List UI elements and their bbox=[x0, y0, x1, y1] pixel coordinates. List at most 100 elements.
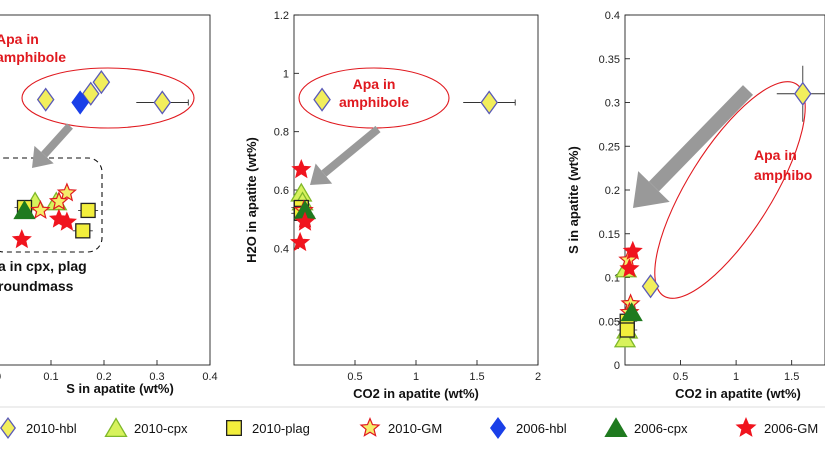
annotation-label: roundmass bbox=[0, 278, 74, 294]
series-2010-hbl bbox=[313, 87, 516, 115]
data-point bbox=[641, 274, 660, 299]
y-axis-label: H2O in apatite (wt%) bbox=[244, 137, 259, 263]
annotation-label: Apa in bbox=[353, 76, 396, 92]
data-point bbox=[480, 90, 499, 115]
series-2010-GM bbox=[30, 182, 78, 219]
data-point bbox=[793, 81, 812, 106]
data-point bbox=[613, 328, 637, 348]
x-tick-label: 1.5 bbox=[469, 371, 484, 383]
legend-marker bbox=[225, 419, 242, 436]
trend-arrow-head bbox=[32, 145, 54, 168]
legend-label: 2006-GM bbox=[764, 421, 818, 436]
legend-item-2010-hbl: 2010-hbl bbox=[0, 416, 77, 440]
y-tick-label: 0.35 bbox=[599, 54, 620, 66]
data-point bbox=[30, 199, 51, 219]
series-2006-GM bbox=[619, 240, 643, 278]
y-tick-label: 0.05 bbox=[599, 316, 620, 328]
data-point bbox=[291, 159, 312, 179]
plot-frame bbox=[293, 14, 539, 366]
series-2010-hbl bbox=[36, 69, 189, 115]
series-2006-GM bbox=[289, 159, 315, 252]
chart-panel-1: 0 0.1 0.2 0.3 0.4 S in apatite (wt%) Apa in amp… bbox=[0, 14, 218, 396]
data-point bbox=[11, 229, 32, 249]
legend-label: 2010-plag bbox=[252, 421, 310, 436]
y-tick-label: 0.2 bbox=[605, 185, 620, 197]
data-point bbox=[92, 69, 111, 95]
annotation-label: a in cpx, plag bbox=[0, 258, 87, 274]
series-2006-cpx bbox=[620, 302, 643, 322]
data-point bbox=[153, 90, 172, 115]
data-point bbox=[75, 223, 91, 239]
y-tick-label: 0 bbox=[614, 360, 620, 372]
legend-label: 2010-cpx bbox=[134, 421, 188, 436]
annotation-label: amphibo bbox=[754, 167, 812, 183]
x-tick-label: 0.2 bbox=[96, 371, 111, 383]
data-point bbox=[289, 231, 311, 252]
series-2006-hbl bbox=[71, 90, 89, 115]
legend-item-2010-cpx: 2010-cpx bbox=[104, 417, 188, 438]
y-tick-label: 0.6 bbox=[274, 185, 289, 197]
data-point bbox=[56, 211, 78, 231]
legend-item-2006-hbl: 2006-hbl bbox=[489, 416, 567, 440]
data-point bbox=[294, 211, 315, 231]
legend: 2010-hbl 2010-cpx 2010-plag 2010-GM 2006-hbl… bbox=[0, 406, 825, 440]
legend-label: 2006-hbl bbox=[516, 421, 567, 436]
data-point bbox=[48, 191, 69, 211]
data-point bbox=[619, 322, 635, 338]
trend-arrow-shaft bbox=[648, 85, 754, 192]
annotation-label: amphibole bbox=[0, 49, 66, 65]
trend-arrow-head bbox=[633, 171, 670, 208]
y-tick-label: 1.2 bbox=[274, 10, 289, 22]
data-point bbox=[620, 302, 643, 322]
x-tick-label: 1 bbox=[413, 371, 419, 383]
data-point bbox=[13, 200, 36, 220]
annotation-label: amphibole bbox=[339, 94, 409, 110]
amphibole-group-ellipse bbox=[654, 81, 806, 299]
trend-arrow-shaft bbox=[41, 123, 73, 158]
y-tick-label: 0.15 bbox=[599, 229, 620, 241]
legend-item-2006-GM: 2006-GM bbox=[735, 417, 818, 437]
x-axis-label: S in apatite (wt%) bbox=[66, 381, 174, 396]
chart-panels: 0 0.1 0.2 0.3 0.4 S in apatite (wt%) Apa in amp… bbox=[0, 10, 825, 401]
legend-marker bbox=[735, 417, 757, 437]
data-point bbox=[56, 182, 78, 202]
legend-item-2006-cpx: 2006-cpx bbox=[604, 417, 688, 438]
x-tick-label: 2 bbox=[535, 371, 541, 383]
annotation-label: Apa in bbox=[754, 147, 797, 163]
legend-marker bbox=[359, 417, 381, 437]
y-tick-label: 0.8 bbox=[274, 127, 289, 139]
x-tick-label: 0.3 bbox=[149, 371, 164, 383]
legend-label: 2010-GM bbox=[388, 421, 442, 436]
y-tick-label: 0.4 bbox=[274, 243, 289, 255]
legend-marker bbox=[489, 416, 507, 440]
x-tick-label: 0.5 bbox=[347, 371, 362, 383]
amphibole-group-ellipse bbox=[21, 67, 195, 129]
data-point bbox=[622, 240, 643, 260]
legend-marker bbox=[0, 416, 17, 440]
legend-item-2010-GM: 2010-GM bbox=[359, 417, 442, 437]
x-tick-label: 1 bbox=[733, 371, 739, 383]
x-axis-label: CO2 in apatite (wt%) bbox=[353, 386, 479, 401]
data-point bbox=[81, 81, 100, 106]
trend-arrow-head bbox=[310, 163, 333, 185]
x-tick-label: 0 bbox=[0, 371, 1, 383]
legend-marker bbox=[604, 417, 628, 438]
data-point bbox=[619, 258, 640, 278]
legend-label: 2010-hbl bbox=[26, 421, 77, 436]
trend-arrow-shaft bbox=[321, 125, 381, 177]
annotation-label: Apa in bbox=[0, 31, 39, 47]
groundmass-group-box bbox=[0, 157, 103, 253]
x-axis-label: CO2 in apatite (wt%) bbox=[675, 386, 801, 401]
y-tick-label: 0.3 bbox=[605, 98, 620, 110]
data-point bbox=[313, 87, 331, 112]
chart-panel-3: 0.5 1 1.500.050.10.150.20.250.30.350.4CO2 … bbox=[566, 10, 825, 401]
x-tick-label: 0.4 bbox=[202, 371, 217, 383]
series-2010-hbl bbox=[641, 65, 825, 299]
x-tick-label: 1.5 bbox=[784, 371, 799, 383]
x-tick-label: 0.1 bbox=[43, 371, 58, 383]
data-point bbox=[36, 87, 55, 112]
x-tick-label: 0.5 bbox=[673, 371, 688, 383]
chart-panel-2: 0.5 1 1.5 2 0.4 0.6 0.8 1 1.2 CO2 in apatite (wt%… bbox=[244, 10, 541, 401]
y-tick-label: 0.4 bbox=[605, 10, 620, 22]
